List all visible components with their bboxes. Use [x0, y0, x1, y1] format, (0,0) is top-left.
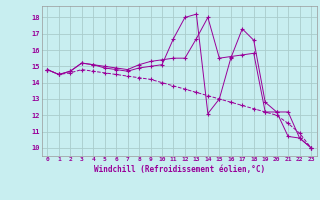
- X-axis label: Windchill (Refroidissement éolien,°C): Windchill (Refroidissement éolien,°C): [94, 165, 265, 174]
